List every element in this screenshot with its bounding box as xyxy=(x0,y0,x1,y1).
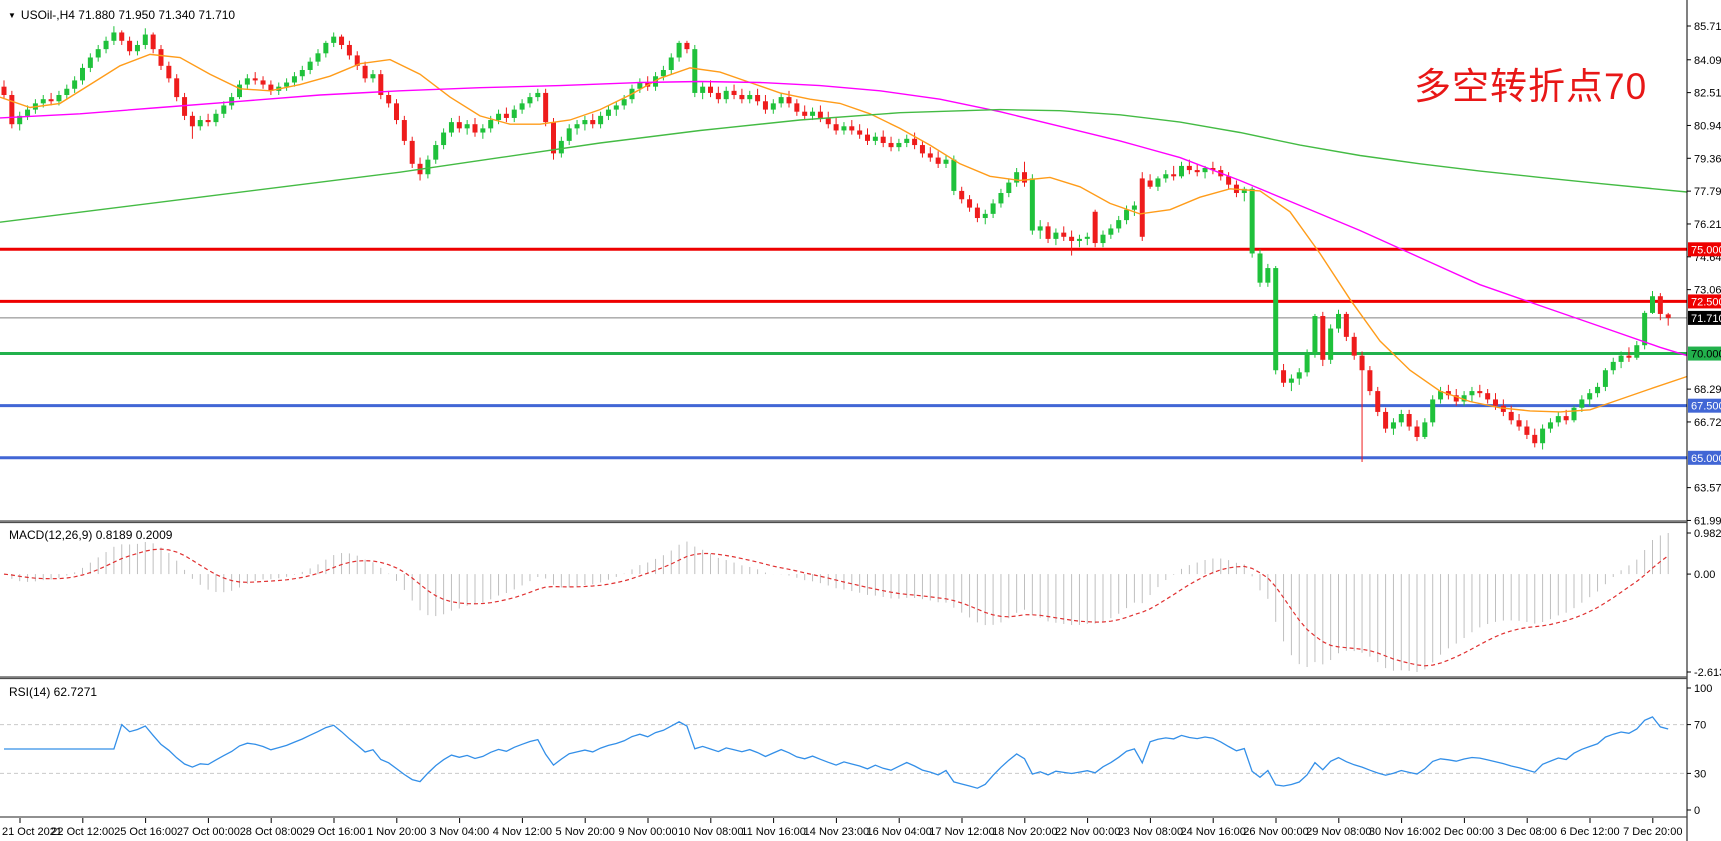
price-tick-label: 73.065 xyxy=(1694,285,1721,297)
price-badge-75.000 xyxy=(1688,242,1721,257)
time-tick-label: 28 Oct 08:00 xyxy=(240,826,303,838)
annotation-text[interactable]: 多空转折点70 xyxy=(1414,66,1648,107)
time-tick-label: 29 Nov 08:00 xyxy=(1306,826,1371,838)
time-tick-label: 25 Oct 16:00 xyxy=(114,826,177,838)
price-badges-layer: 75.000 72.500 71.710 70.000 67.500 65.000 xyxy=(1688,242,1721,465)
rsi-indicator-label: RSI(14) 62.7271 xyxy=(9,685,98,699)
time-tick-label: 21 Oct 2021 xyxy=(2,826,62,838)
ma-fast-orange xyxy=(0,53,1688,413)
macd-tick-label: 0.9823 xyxy=(1694,528,1721,540)
macd-panel xyxy=(3,533,1669,672)
time-tick-label: 29 Oct 16:00 xyxy=(303,826,366,838)
price-tick-label: 79.365 xyxy=(1694,153,1721,165)
symbol-dropdown-icon[interactable]: ▼ xyxy=(8,11,16,21)
svg-text:72.500: 72.500 xyxy=(1691,296,1721,308)
rsi-line xyxy=(4,716,1669,789)
svg-text:71.710: 71.710 xyxy=(1691,313,1721,325)
rsi-tick-label: 0 xyxy=(1694,805,1700,817)
ohlc-values: 71.880 71.950 71.340 71.710 xyxy=(78,8,236,22)
price-tick-label: 61.995 xyxy=(1694,515,1721,527)
time-tick-label: 7 Dec 20:00 xyxy=(1623,826,1682,838)
time-tick-label: 17 Nov 12:00 xyxy=(929,826,994,838)
price-tick-label: 66.720 xyxy=(1694,417,1721,429)
time-tick-label: 14 Nov 23:00 xyxy=(804,826,869,838)
time-tick-label: 4 Nov 12:00 xyxy=(493,826,552,838)
macd-tick-label: -2.6134 xyxy=(1694,667,1721,679)
price-tick-label: 82.515 xyxy=(1694,88,1721,100)
time-tick-label: 23 Nov 08:00 xyxy=(1118,826,1183,838)
time-tick-label: 22 Nov 00:00 xyxy=(1055,826,1120,838)
price-tick-label: 77.790 xyxy=(1694,186,1721,198)
time-tick-label: 6 Dec 12:00 xyxy=(1560,826,1619,838)
rsi-panel xyxy=(0,716,1687,789)
time-tick-label: 26 Nov 00:00 xyxy=(1243,826,1308,838)
time-tick-label: 27 Oct 00:00 xyxy=(177,826,240,838)
time-tick-label: 22 Oct 12:00 xyxy=(51,826,114,838)
macd-tick-label: 0.00 xyxy=(1694,569,1715,581)
symbol-ohlc-header: ▼ USOil-,H4 71.880 71.950 71.340 71.710 xyxy=(8,8,235,22)
rsi-tick-label: 70 xyxy=(1694,720,1706,732)
price-tick-label: 85.710 xyxy=(1694,21,1721,33)
macd-signal-line xyxy=(3,548,1669,667)
price-tick-label: 63.570 xyxy=(1694,483,1721,495)
time-tick-label: 3 Nov 04:00 xyxy=(430,826,489,838)
price-tick-label: 68.295 xyxy=(1694,384,1721,396)
time-tick-label: 1 Nov 20:00 xyxy=(367,826,426,838)
price-badge-67.500 xyxy=(1688,398,1721,413)
time-tick-label: 16 Nov 04:00 xyxy=(866,826,931,838)
rsi-tick-label: 30 xyxy=(1694,768,1706,780)
price-badge-72.500 xyxy=(1688,294,1721,309)
symbol-timeframe-label: USOil-,H4 xyxy=(20,8,75,22)
moving-averages-layer xyxy=(0,53,1688,413)
price-tick-label: 76.215 xyxy=(1694,219,1721,231)
ma-mid-magenta xyxy=(0,80,1688,357)
time-tick-label: 30 Nov 16:00 xyxy=(1369,826,1434,838)
svg-text:67.500: 67.500 xyxy=(1691,401,1721,413)
ma-slow-green xyxy=(0,108,1688,223)
macd-indicator-label: MACD(12,26,9) 0.8189 0.2009 xyxy=(9,528,173,542)
price-badge-70.000 xyxy=(1688,346,1721,361)
price-tick-label: 80.940 xyxy=(1694,120,1721,132)
hlines-layer xyxy=(0,247,1687,460)
price-badge-65.000 xyxy=(1688,450,1721,465)
time-tick-label: 10 Nov 08:00 xyxy=(678,826,743,838)
time-tick-label: 9 Nov 00:00 xyxy=(618,826,677,838)
time-tick-label: 18 Nov 20:00 xyxy=(992,826,1057,838)
svg-text:65.000: 65.000 xyxy=(1691,453,1721,465)
price-tick-label: 84.090 xyxy=(1694,55,1721,67)
time-tick-label: 24 Nov 16:00 xyxy=(1180,826,1245,838)
time-tick-label: 5 Nov 20:00 xyxy=(556,826,615,838)
svg-text:75.000: 75.000 xyxy=(1691,244,1721,256)
time-tick-label: 3 Dec 08:00 xyxy=(1498,826,1557,838)
price-badge-71.710 xyxy=(1688,310,1721,325)
time-tick-label: 11 Nov 16:00 xyxy=(741,826,806,838)
time-tick-label: 2 Dec 00:00 xyxy=(1435,826,1494,838)
svg-text:70.000: 70.000 xyxy=(1691,349,1721,361)
rsi-tick-label: 100 xyxy=(1694,683,1712,695)
